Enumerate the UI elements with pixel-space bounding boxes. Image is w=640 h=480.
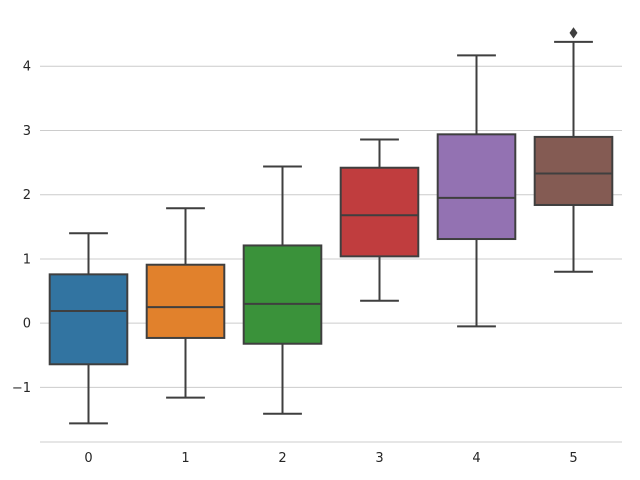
- x-tick-label: 3: [375, 451, 383, 466]
- box-group: [145, 207, 226, 399]
- outlier-point: [569, 27, 578, 39]
- x-tick-label: 0: [84, 451, 92, 466]
- y-axis: −1 0 1 2 3 4: [12, 60, 31, 396]
- box: [145, 263, 226, 339]
- y-tick-label: 2: [23, 188, 31, 203]
- grid-layer: [40, 65, 622, 388]
- x-tick-label: 1: [181, 451, 189, 466]
- box-group: [242, 165, 323, 415]
- y-tick-label: 4: [23, 60, 31, 75]
- box: [533, 135, 614, 206]
- y-tick-label: 1: [23, 252, 31, 267]
- x-tick-label: 2: [278, 451, 286, 466]
- box: [48, 273, 129, 366]
- x-tick-label: 4: [472, 451, 480, 466]
- box-group: [436, 54, 517, 328]
- box: [242, 244, 323, 345]
- box-group: [48, 232, 129, 425]
- box: [436, 133, 517, 241]
- box: [339, 166, 420, 258]
- x-axis: 0 1 2 3 4 5: [84, 451, 577, 466]
- y-tick-label: 3: [23, 124, 31, 139]
- box-group: [533, 27, 614, 273]
- x-tick-label: 5: [569, 451, 577, 466]
- boxes-layer: [48, 27, 614, 425]
- y-tick-label: 0: [23, 317, 31, 332]
- y-tick-label: −1: [12, 381, 31, 396]
- box-group: [339, 138, 420, 302]
